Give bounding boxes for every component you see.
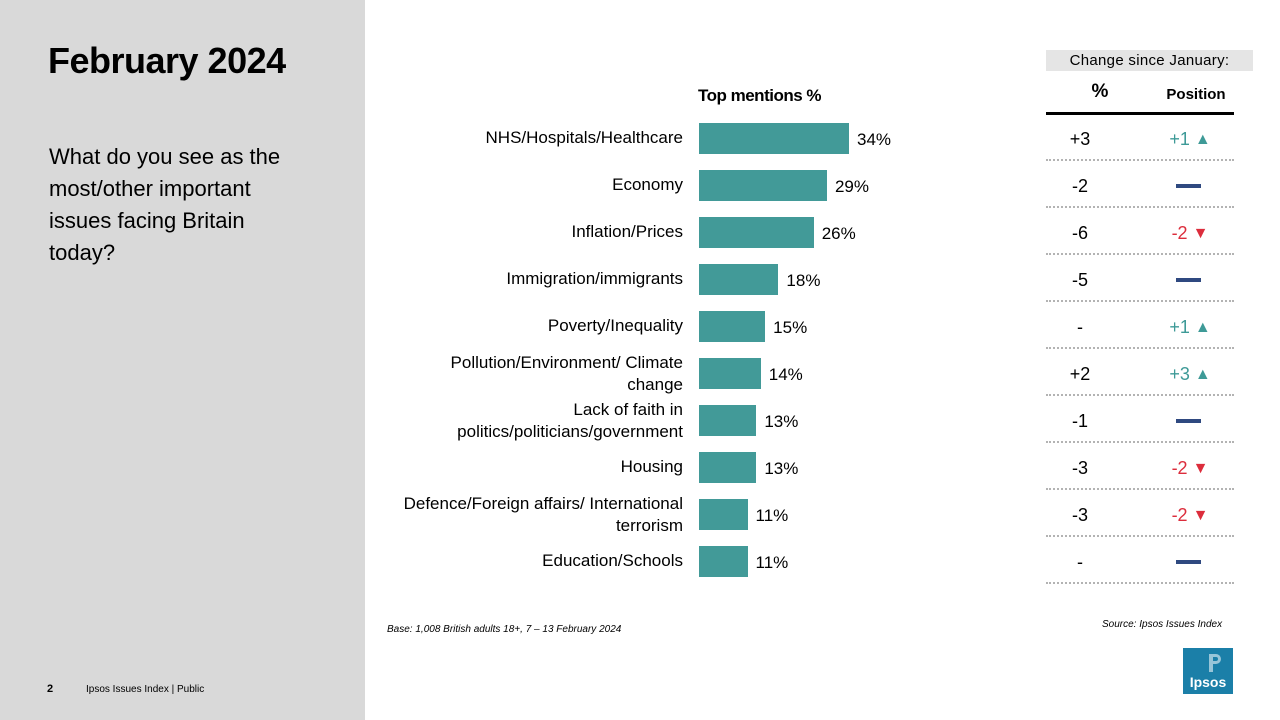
position-change-value: +1 bbox=[1169, 129, 1190, 149]
data-label: 29% bbox=[834, 177, 869, 196]
no-change-dash-icon bbox=[1176, 184, 1201, 188]
category-label: Poverty/Inequality bbox=[547, 316, 683, 335]
left-panel bbox=[0, 0, 365, 720]
category-label: Education/Schools bbox=[542, 551, 683, 570]
change-pct-column-header: % bbox=[1091, 81, 1109, 102]
row-separator bbox=[1046, 394, 1234, 396]
position-change: -2 ▼ bbox=[1150, 503, 1230, 528]
bar bbox=[699, 217, 814, 248]
triangle-up-icon: ▲ bbox=[1194, 366, 1211, 383]
triangle-up-icon: ▲ bbox=[1194, 319, 1211, 336]
category-label: NHS/Hospitals/Healthcare bbox=[485, 128, 683, 147]
pct-change-value: +3 bbox=[1069, 129, 1091, 149]
position-change-value: -2 bbox=[1171, 458, 1188, 478]
chart-title: Top mentions % bbox=[698, 86, 822, 105]
pct-change-value: - bbox=[1077, 552, 1083, 572]
logo-text: Ipsos bbox=[1189, 674, 1227, 690]
position-change: +1 ▲ bbox=[1150, 127, 1230, 152]
triangle-down-icon: ▼ bbox=[1192, 460, 1209, 477]
bar bbox=[699, 499, 748, 530]
position-change-value: +1 bbox=[1169, 317, 1190, 337]
bar bbox=[699, 405, 757, 436]
triangle-down-icon: ▼ bbox=[1192, 225, 1209, 242]
footer-text: Ipsos Issues Index | Public bbox=[86, 684, 205, 695]
survey-question: What do you see as the most/other import… bbox=[49, 144, 281, 265]
category-label: Lack of faith in politics/politicians/go… bbox=[457, 400, 683, 441]
bar bbox=[699, 264, 779, 295]
category-label: Economy bbox=[612, 175, 683, 194]
bar bbox=[699, 358, 761, 389]
change-table-header: Change since January: bbox=[1046, 50, 1253, 71]
data-label: 14% bbox=[768, 365, 803, 384]
triangle-up-icon: ▲ bbox=[1194, 131, 1211, 148]
pct-change-value: -3 bbox=[1071, 505, 1088, 525]
position-change: +1 ▲ bbox=[1150, 315, 1230, 340]
data-label: 15% bbox=[773, 318, 808, 337]
category-label: Immigration/immigrants bbox=[506, 269, 683, 288]
position-change: -2 ▼ bbox=[1150, 456, 1230, 481]
row-separator bbox=[1046, 582, 1234, 584]
data-label: 34% bbox=[857, 130, 892, 149]
category-label: Housing bbox=[620, 457, 683, 476]
data-label: 26% bbox=[821, 224, 856, 243]
ipsos-logo: Ipsos bbox=[1183, 648, 1233, 694]
triangle-down-icon: ▼ bbox=[1192, 507, 1209, 524]
no-change-dash-icon bbox=[1176, 278, 1201, 282]
pct-change-value: -1 bbox=[1071, 411, 1088, 431]
bar bbox=[699, 123, 849, 154]
page-title: February 2024 bbox=[48, 40, 286, 81]
pct-change-value: -3 bbox=[1071, 458, 1088, 478]
table-header-rule bbox=[1046, 112, 1234, 115]
base-note: Base: 1,008 British adults 18+, 7 – 13 F… bbox=[387, 624, 622, 635]
position-change: -2 ▼ bbox=[1150, 221, 1230, 246]
pct-change-value: -5 bbox=[1071, 270, 1088, 290]
position-change-value: +3 bbox=[1169, 364, 1190, 384]
pct-change-value: -6 bbox=[1071, 223, 1088, 243]
position-change-value: -2 bbox=[1171, 505, 1188, 525]
data-label: 11% bbox=[755, 506, 789, 525]
bar bbox=[699, 546, 748, 577]
pct-change-value: +2 bbox=[1069, 364, 1091, 384]
row-separator bbox=[1046, 535, 1234, 537]
row-separator bbox=[1046, 159, 1234, 161]
row-separator bbox=[1046, 206, 1234, 208]
pct-change-value: - bbox=[1077, 317, 1083, 337]
data-label: 18% bbox=[786, 271, 821, 290]
row-separator bbox=[1046, 300, 1234, 302]
data-label: 13% bbox=[764, 459, 799, 478]
data-label: 11% bbox=[755, 553, 789, 572]
row-separator bbox=[1046, 441, 1234, 443]
row-separator bbox=[1046, 488, 1234, 490]
logo-mark-icon bbox=[1209, 654, 1221, 672]
no-change-dash-icon bbox=[1176, 419, 1201, 423]
bar bbox=[699, 452, 757, 483]
data-label: 13% bbox=[764, 412, 799, 431]
category-label: Pollution/Environment/ Climate change bbox=[450, 353, 683, 394]
no-change-dash-icon bbox=[1176, 560, 1201, 564]
row-separator bbox=[1046, 347, 1234, 349]
bar bbox=[699, 311, 766, 342]
change-position-column-header: Position bbox=[1166, 86, 1226, 103]
source-note: Source: Ipsos Issues Index bbox=[1102, 619, 1223, 630]
row-separator bbox=[1046, 253, 1234, 255]
bar bbox=[699, 170, 827, 201]
page-number: 2 bbox=[47, 683, 54, 695]
pct-change-value: -2 bbox=[1071, 176, 1088, 196]
position-change: +3 ▲ bbox=[1150, 362, 1230, 387]
category-label: Inflation/Prices bbox=[571, 222, 684, 241]
position-change-value: -2 bbox=[1171, 223, 1188, 243]
category-label: Defence/Foreign affairs/ International t… bbox=[403, 494, 683, 535]
